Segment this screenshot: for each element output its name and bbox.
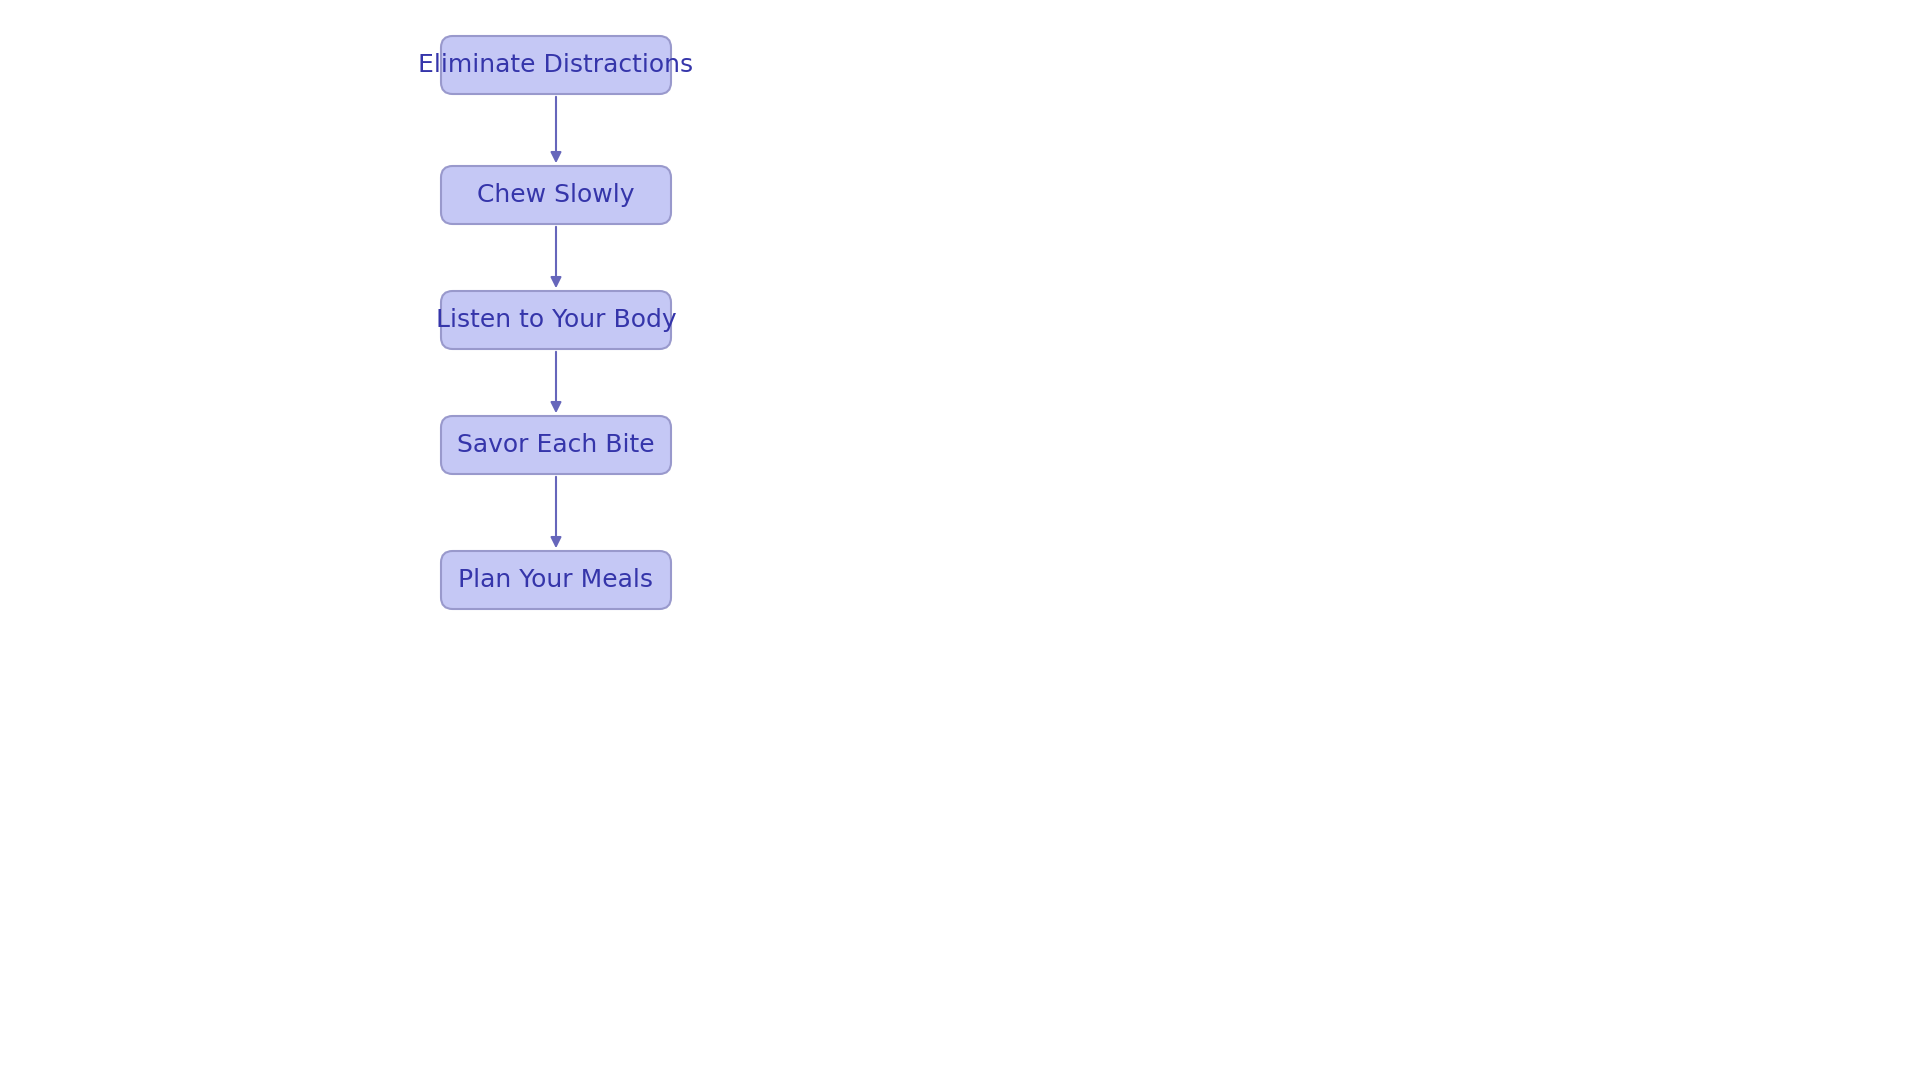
FancyBboxPatch shape: [442, 36, 670, 94]
FancyBboxPatch shape: [442, 551, 670, 609]
FancyBboxPatch shape: [442, 416, 670, 474]
Text: Plan Your Meals: Plan Your Meals: [459, 567, 653, 592]
Text: Savor Each Bite: Savor Each Bite: [457, 433, 655, 457]
Text: Eliminate Distractions: Eliminate Distractions: [419, 53, 693, 77]
FancyBboxPatch shape: [442, 166, 670, 224]
FancyBboxPatch shape: [442, 291, 670, 349]
Text: Listen to Your Body: Listen to Your Body: [436, 308, 676, 332]
Text: Chew Slowly: Chew Slowly: [478, 183, 636, 207]
